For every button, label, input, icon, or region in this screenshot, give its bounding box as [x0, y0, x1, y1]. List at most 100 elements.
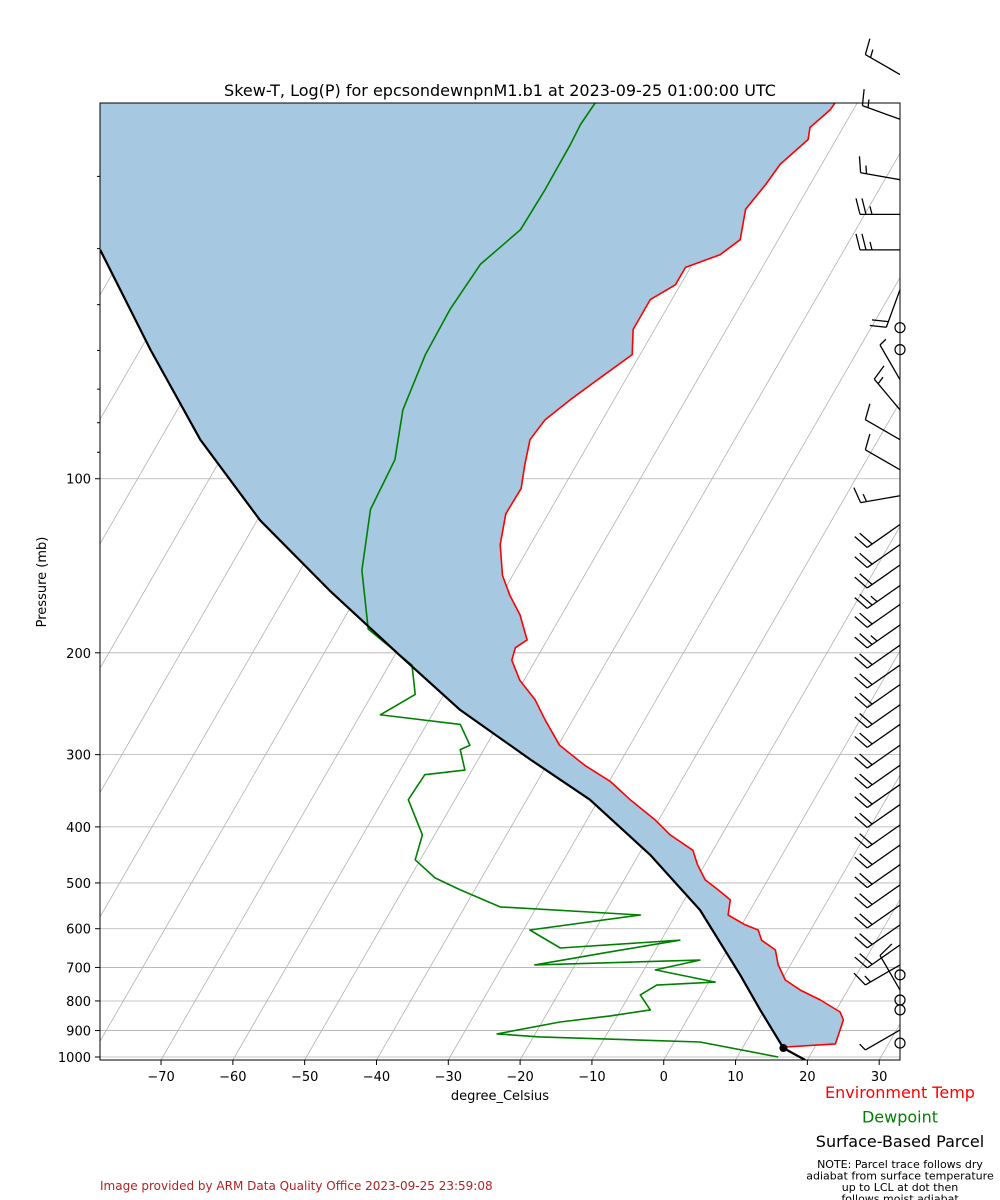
- wind-barb: [861, 89, 901, 120]
- legend-note: NOTE: Parcel trace follows dry: [817, 1158, 983, 1171]
- wind-barb: [854, 664, 901, 689]
- isotherm: [447, 276, 900, 1060]
- barb-feather: [854, 936, 868, 949]
- barb-staff: [866, 544, 901, 569]
- y-tick-label: 700: [66, 961, 91, 976]
- barb-staff: [873, 378, 901, 411]
- barb-staff: [866, 764, 901, 789]
- barb-feather: [854, 696, 868, 709]
- barb-feather: [871, 319, 889, 323]
- y-tick-label: 300: [66, 749, 91, 764]
- wind-barb: [869, 289, 901, 328]
- wind-barb: [854, 585, 901, 610]
- barb-feather: [854, 916, 868, 929]
- wind-barb: [879, 338, 901, 380]
- y-tick-label: 200: [66, 647, 91, 662]
- y-tick-label: 100: [66, 473, 91, 488]
- barb-feather: [854, 876, 868, 889]
- wind-barb: [859, 1029, 901, 1051]
- barb-feather: [859, 773, 873, 786]
- isotherm: [376, 152, 900, 1060]
- barb-feather: [859, 712, 873, 725]
- barb-feather: [859, 593, 873, 606]
- barb-feather: [853, 972, 866, 986]
- barb-staff: [860, 495, 901, 504]
- series-line: [499, 103, 845, 1048]
- wind-barb: [853, 964, 901, 986]
- barb-staff: [866, 664, 901, 689]
- legend-note: up to LCL at dot then: [842, 1181, 959, 1194]
- barb-feather: [869, 206, 873, 215]
- wind-barb: [858, 156, 901, 181]
- barb-feather: [854, 576, 868, 589]
- y-tick-label: 800: [66, 995, 91, 1010]
- barb-feather: [859, 933, 873, 945]
- barb-staff: [862, 104, 901, 120]
- barb-feather: [859, 872, 873, 885]
- barb-feather: [859, 612, 873, 625]
- barb-staff: [866, 924, 901, 949]
- barb-staff: [866, 744, 901, 769]
- barb-feather: [859, 532, 873, 545]
- barb-feather: [854, 736, 868, 748]
- wind-barb: [879, 943, 901, 991]
- barb-feather: [854, 556, 868, 569]
- wind-barb: [854, 784, 901, 809]
- barb-staff: [865, 449, 901, 471]
- barb-feather: [870, 595, 878, 603]
- wind-barb: [854, 684, 901, 709]
- wind-barb: [854, 523, 901, 548]
- barb-staff: [866, 904, 901, 929]
- barb-staff: [866, 603, 901, 628]
- legend-note: follows moist adiabat: [841, 1193, 959, 1200]
- barb-feather: [859, 673, 873, 686]
- wind-barb: [864, 38, 901, 76]
- wind-barb: [854, 864, 901, 889]
- barb-feather: [859, 653, 873, 666]
- plot-frame: [99, 102, 901, 1061]
- barb-staff: [860, 172, 901, 181]
- x-tick-label: −50: [291, 1070, 318, 1085]
- barb-feather: [864, 38, 871, 55]
- barb-feather: [865, 165, 868, 174]
- wind-barb: [854, 904, 901, 929]
- barb-staff: [866, 844, 901, 869]
- wind-barb: [854, 603, 901, 628]
- barb-staff: [879, 344, 901, 380]
- wind-barb: [855, 233, 900, 251]
- wind-barb: [873, 365, 901, 411]
- series-line: [100, 249, 806, 1060]
- legend-entry: Surface-Based Parcel: [816, 1132, 984, 1151]
- barb-staff: [866, 564, 901, 589]
- barb-feather: [859, 573, 873, 586]
- wind-barb: [894, 1004, 906, 1016]
- plot-area: [100, 103, 900, 1060]
- wind-barb: [854, 884, 901, 909]
- barb-feather: [873, 365, 885, 380]
- barb-feather: [859, 732, 873, 745]
- wind-barb: [894, 344, 906, 356]
- wind-barb: [854, 704, 901, 729]
- isotherm: [807, 898, 900, 1060]
- x-tick-label: −10: [578, 1070, 605, 1085]
- x-tick-label: −30: [435, 1070, 462, 1085]
- wind-barb: [854, 723, 901, 748]
- x-tick-label: 20: [799, 1070, 816, 1085]
- isotherm: [304, 103, 858, 1060]
- wind-barb: [854, 764, 901, 789]
- barb-feather: [869, 49, 874, 58]
- barb-staff: [865, 1029, 901, 1051]
- x-tick-label: −20: [506, 1070, 533, 1085]
- calm-marker: [894, 1004, 906, 1016]
- barb-feather: [859, 633, 873, 645]
- barb-feather: [854, 756, 868, 769]
- barb-feather: [862, 493, 868, 502]
- wind-barb: [853, 487, 901, 504]
- barb-staff: [865, 53, 901, 76]
- wind-barb: [854, 624, 901, 649]
- barb-feather: [864, 975, 872, 983]
- barb-staff: [866, 804, 901, 829]
- barb-staff: [866, 523, 901, 548]
- footer: Image provided by ARM Data Quality Offic…: [100, 1179, 493, 1193]
